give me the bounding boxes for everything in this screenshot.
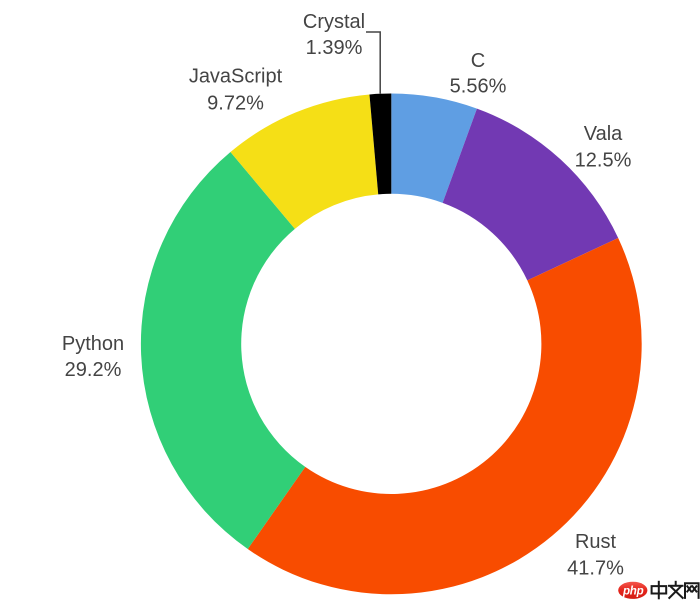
svg-text:29.2%: 29.2% — [65, 359, 122, 381]
svg-text:C: C — [471, 50, 485, 72]
svg-text:Python: Python — [62, 333, 124, 355]
svg-text:Crystal: Crystal — [303, 11, 365, 33]
svg-text:5.56%: 5.56% — [450, 76, 507, 98]
svg-text:Rust: Rust — [575, 531, 617, 553]
svg-text:Vala: Vala — [584, 123, 623, 145]
svg-text:JavaScript: JavaScript — [189, 66, 283, 88]
svg-text:9.72%: 9.72% — [207, 93, 264, 115]
svg-text:php: php — [622, 585, 644, 598]
svg-text:41.7%: 41.7% — [567, 558, 624, 580]
svg-text:1.39%: 1.39% — [306, 37, 363, 59]
svg-text:12.5%: 12.5% — [575, 150, 632, 172]
